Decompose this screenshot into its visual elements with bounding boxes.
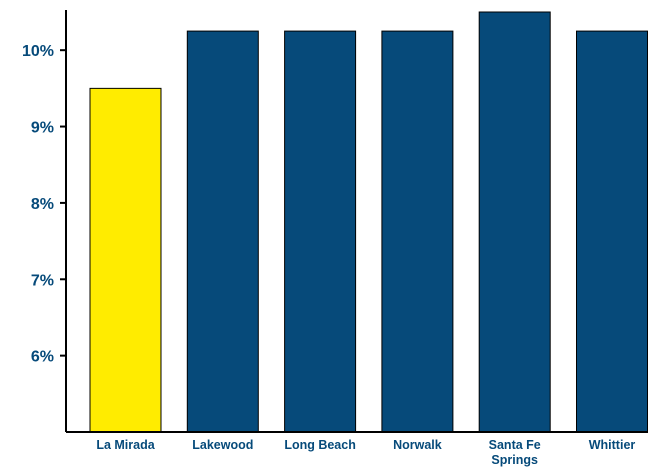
x-category-label-line: Springs	[491, 453, 538, 467]
y-ticks-group: 6% 7% 8% 9% 10%	[22, 43, 66, 366]
axes-group	[65, 10, 648, 433]
bars-group	[89, 11, 648, 433]
bar-lakewood	[186, 30, 259, 433]
x-category-label-line: La Mirada	[96, 438, 155, 452]
x-category-label: Lakewood	[192, 438, 253, 452]
y-tick-label: 8%	[31, 196, 54, 213]
y-tick-label: 7%	[31, 272, 54, 289]
x-category-label-line: Norwalk	[393, 438, 442, 452]
bar-la-mirada	[89, 87, 162, 433]
y-tick-label: 6%	[31, 349, 54, 366]
x-category-label-line: Whittier	[589, 438, 636, 452]
x-category-label-line: Long Beach	[284, 438, 356, 452]
x-category-label: Whittier	[589, 438, 636, 452]
y-tick-label: 10%	[22, 43, 54, 60]
bar-long-beach	[284, 30, 357, 433]
bar-santa-fe-springs	[478, 11, 551, 433]
x-category-label: Long Beach	[284, 438, 356, 452]
x-category-label-line: Lakewood	[192, 438, 253, 452]
y-tick-label: 9%	[31, 120, 54, 137]
x-labels-group: La Mirada Lakewood Long Beach Norwalk Santa …	[96, 438, 635, 467]
x-category-label: La Mirada	[96, 438, 155, 452]
x-category-label: Norwalk	[393, 438, 442, 452]
x-category-label: Santa Fe Springs	[489, 438, 541, 467]
x-category-label-line: Santa Fe	[489, 438, 541, 452]
bar-whittier	[576, 30, 648, 433]
bar-norwalk	[381, 30, 454, 433]
